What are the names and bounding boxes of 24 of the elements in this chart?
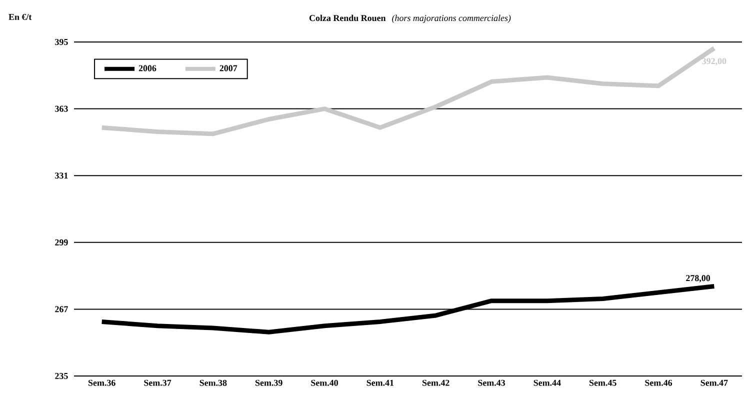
data-label: 278,00 — [686, 275, 710, 282]
chart-subtitle: (hors majorations commerciales) — [392, 14, 511, 23]
x-tick-label: Sem.39 — [256, 380, 282, 386]
legend-label: 2006 — [138, 65, 156, 72]
y-tick-label: 267 — [55, 306, 68, 312]
legend-label: 2007 — [220, 65, 238, 72]
x-tick-label: Sem.43 — [478, 380, 506, 386]
chart-title: Colza Rendu Rouen — [309, 14, 386, 22]
x-tick-label: Sem.41 — [366, 380, 394, 386]
x-tick-label: Sem.42 — [422, 380, 450, 386]
x-tick-label: Sem.46 — [645, 380, 672, 386]
x-tick-label: Sem.47 — [700, 380, 728, 386]
y-tick-label: 363 — [55, 106, 68, 112]
x-tick-label: Sem.44 — [534, 380, 561, 386]
y-tick-label: 299 — [55, 239, 68, 246]
y-tick-label: 235 — [55, 372, 68, 380]
x-tick-label: Sem.45 — [590, 380, 616, 386]
x-tick-label: Sem.36 — [88, 380, 116, 386]
x-tick-label: Sem.37 — [144, 380, 172, 386]
x-tick-label: Sem.38 — [200, 380, 227, 386]
y-tick-label: 331 — [55, 172, 68, 179]
y-tick-label: 395 — [55, 38, 68, 46]
y-axis-title: En €/t — [8, 14, 32, 20]
x-tick-label: Sem.40 — [311, 380, 338, 386]
